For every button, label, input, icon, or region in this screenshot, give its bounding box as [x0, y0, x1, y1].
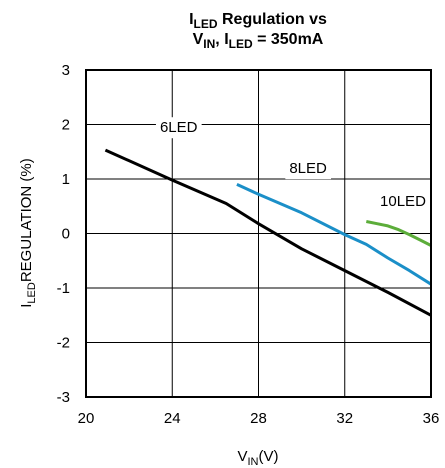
x-axis-label-sub: IN: [248, 456, 259, 468]
y-axis-label: ILEDREGULATION (%): [18, 158, 38, 307]
title-line-2-mid: , I: [215, 31, 228, 48]
grid: [86, 70, 431, 397]
title-line-2-main: V: [193, 31, 204, 48]
series-line-6led: [104, 148, 432, 317]
chart-title: ILED Regulation vs VIN, ILED = 350mA: [189, 11, 327, 51]
x-axis-label: VIN(V): [237, 448, 278, 468]
series-label-group-10led: 10LED: [376, 190, 431, 212]
y-axis-label-sub: LED: [26, 282, 38, 303]
series-label-group-8led: 8LED: [285, 158, 332, 180]
series-line-8led: [236, 183, 432, 286]
x-axis-label-main: V: [237, 448, 247, 465]
title-line-1-main: I: [189, 11, 193, 28]
title-line-1: ILED Regulation vs: [189, 11, 327, 31]
title-line-1-rest: Regulation vs: [218, 11, 327, 28]
series-label-8led: 8LED: [289, 160, 327, 177]
y-tick-0: 0: [62, 226, 70, 243]
y-tick-neg2: -2: [57, 335, 70, 352]
series-layer: [104, 148, 432, 317]
series-labels: 6LED 8LED 10LED: [155, 117, 431, 212]
series-label-10led: 10LED: [380, 193, 426, 210]
series-label-bg-6led: [155, 117, 202, 139]
title-line-2-sub: IN: [203, 37, 215, 51]
x-tick-36: 36: [423, 410, 440, 427]
y-axis-label-main: I: [18, 304, 35, 308]
x-axis-label-rest: (V): [259, 448, 279, 465]
title-line-1-sub: LED: [194, 17, 218, 31]
x-tick-20: 20: [78, 410, 95, 427]
y-tick-2: 2: [62, 117, 70, 134]
series-label-group-6led: 6LED: [155, 117, 202, 139]
series-label-bg-10led: [376, 190, 431, 212]
series-label-bg-8led: [285, 158, 332, 180]
y-tick-labels: 3 2 1 0 -1 -2 -3: [57, 62, 70, 406]
title-line-2: VIN, ILED = 350mA: [193, 31, 324, 51]
x-tick-24: 24: [164, 410, 181, 427]
title-line-2-rest: = 350mA: [253, 31, 324, 48]
y-tick-neg1: -1: [57, 280, 70, 297]
x-tick-28: 28: [250, 410, 267, 427]
y-tick-3: 3: [62, 62, 70, 79]
series-label-6led: 6LED: [160, 119, 198, 136]
y-tick-1: 1: [62, 171, 70, 188]
title-line-2-sub2: LED: [229, 37, 253, 51]
series-line-10led: [366, 220, 432, 247]
y-axis-label-rest: REGULATION (%): [18, 158, 35, 282]
plot-frame: [85, 69, 432, 398]
x-tick-32: 32: [336, 410, 353, 427]
x-tick-labels: 20 24 28 32 36: [78, 410, 440, 427]
y-tick-neg3: -3: [57, 389, 70, 406]
